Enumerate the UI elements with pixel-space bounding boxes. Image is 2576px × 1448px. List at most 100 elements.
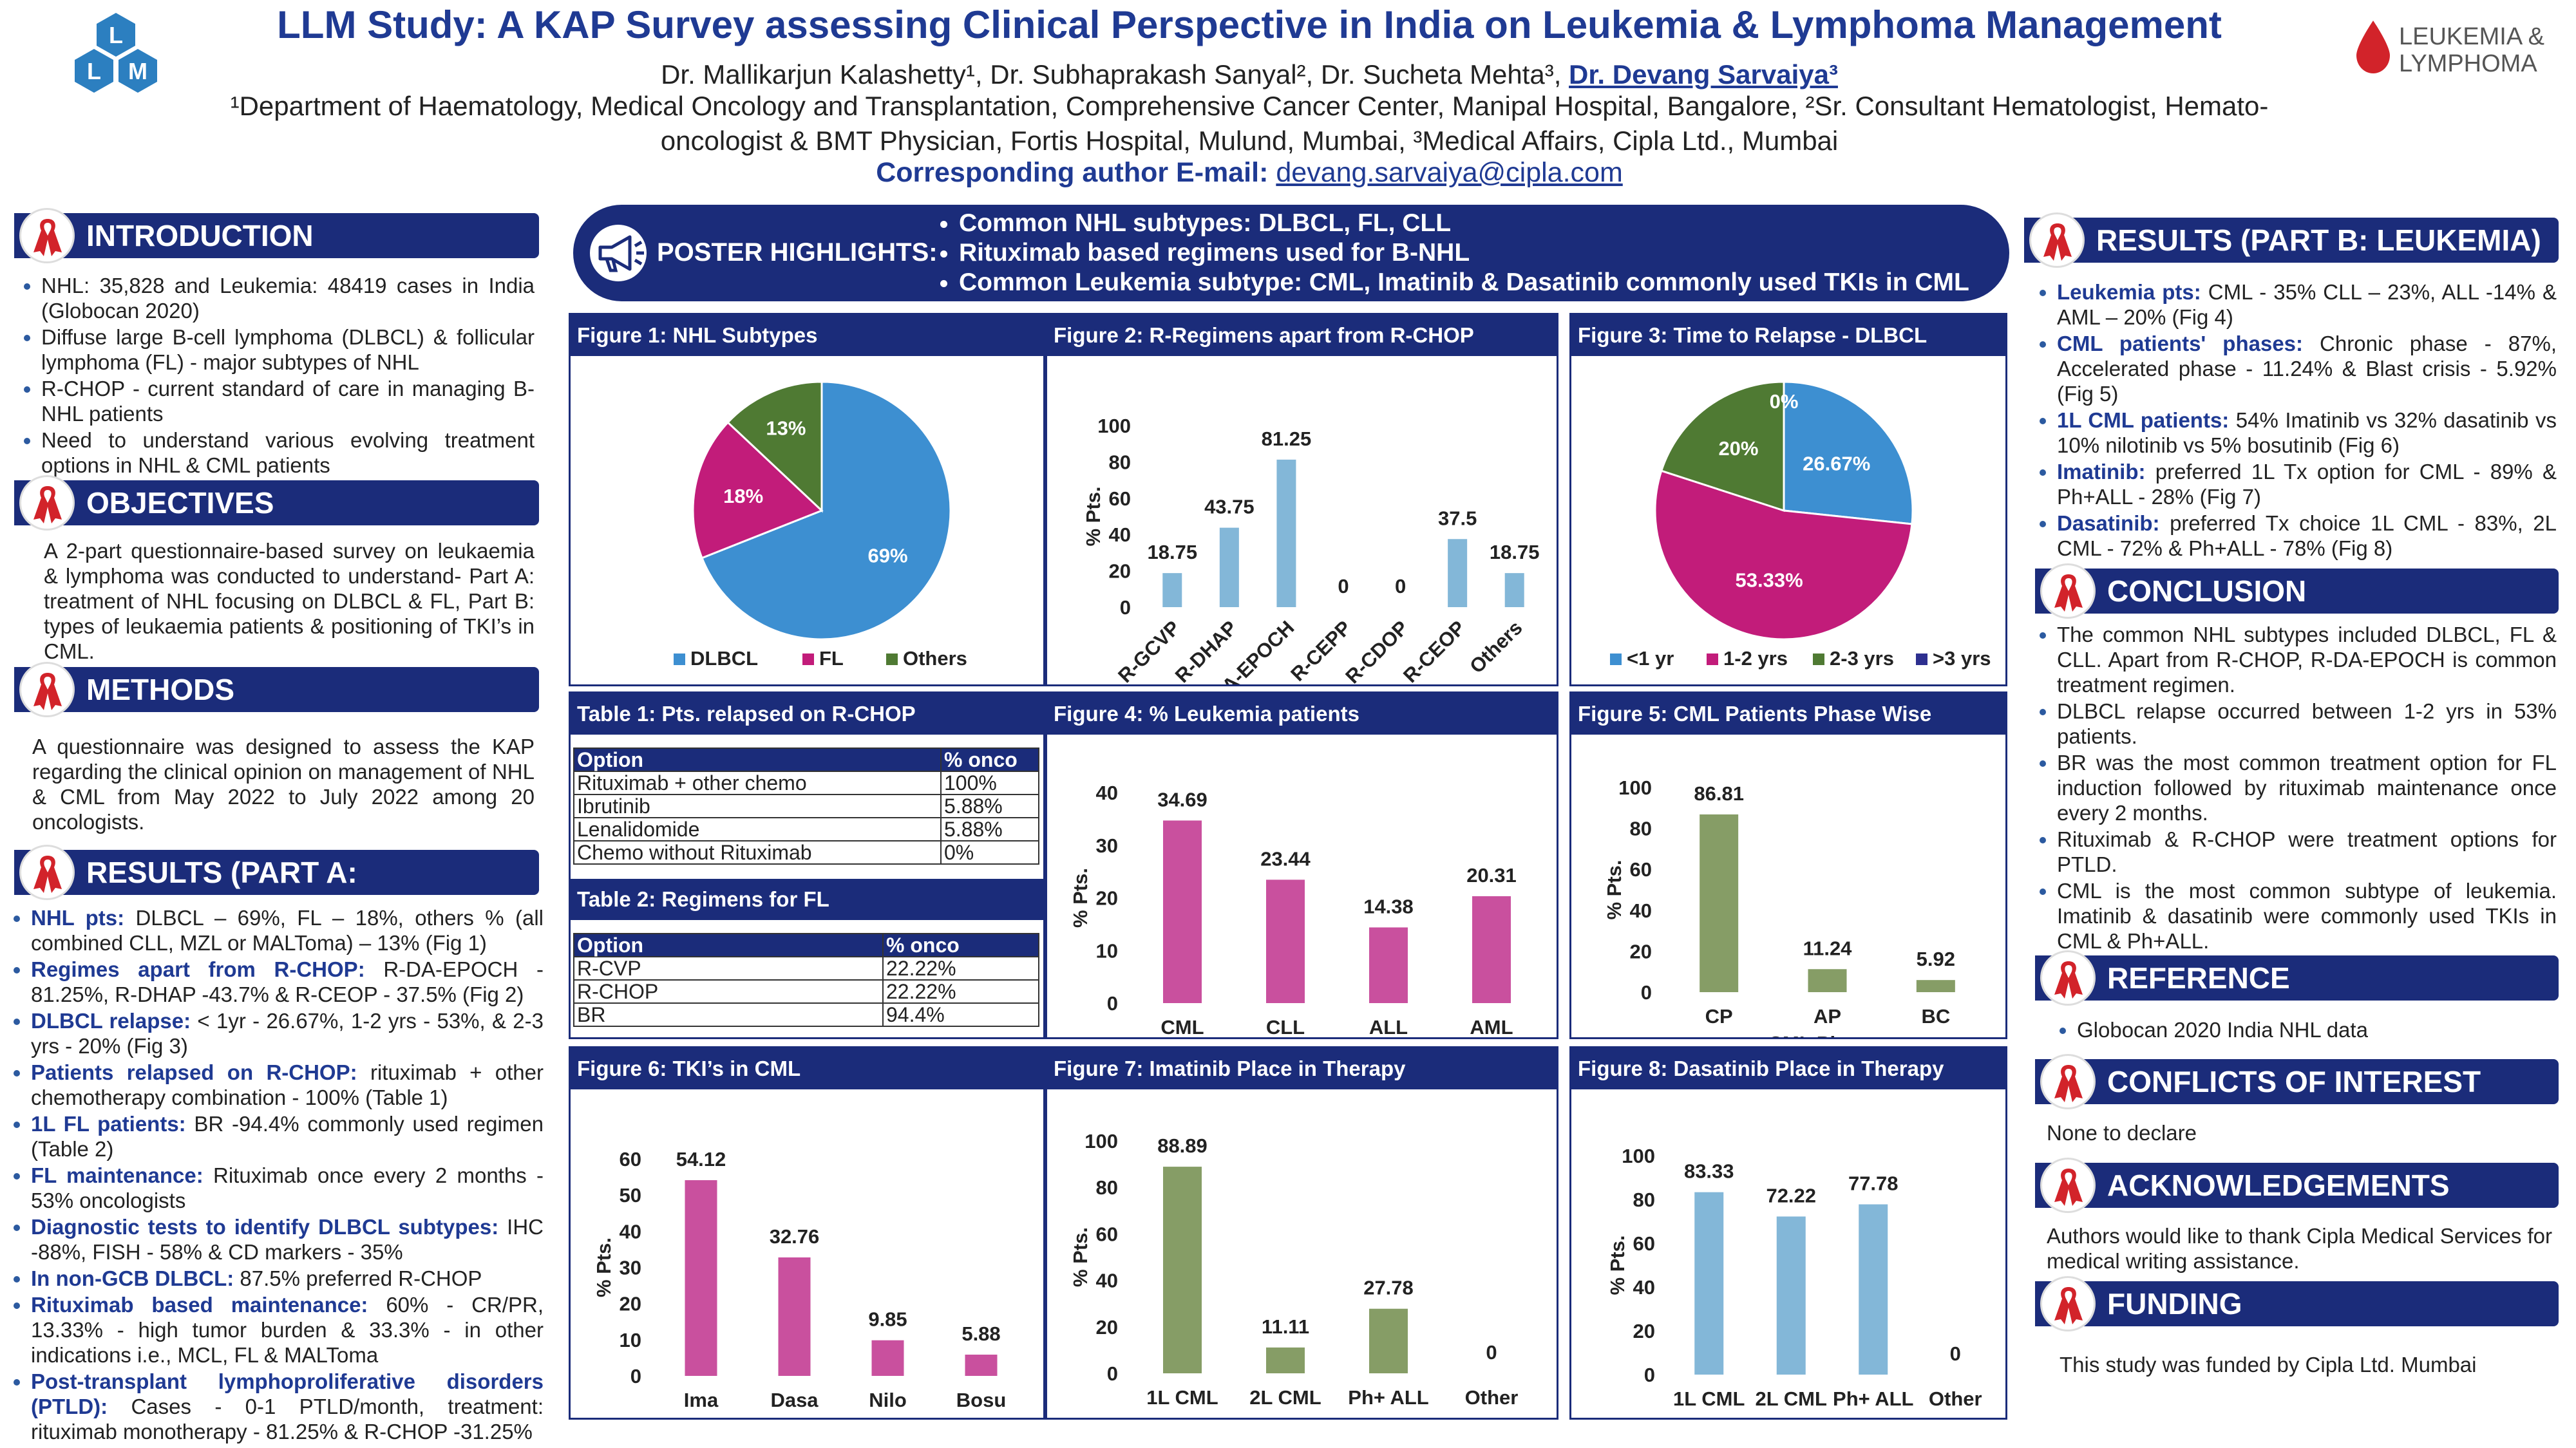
conclusion-body: The common NHL subtypes included DLBCL, …: [2035, 622, 2557, 955]
bar: [1369, 927, 1408, 1003]
highlight-item: Common NHL subtypes: DLBCL, FL, CLL: [959, 209, 1969, 238]
bar: [1776, 1216, 1806, 1375]
logo-letter-3: M: [128, 58, 147, 84]
results-b-item-text: Chronic phase - 87%, Accelerated phase -…: [2057, 332, 2557, 406]
data-label: 11.24: [1803, 937, 1853, 959]
y-tick-label: 20: [620, 1293, 641, 1315]
legend-swatch: [674, 653, 685, 665]
table-cell: R-CVP: [573, 956, 884, 981]
y-tick-label: 80: [1633, 1189, 1655, 1211]
data-label: 83.33: [1684, 1160, 1734, 1183]
acknowledgements-body: Authors would like to thank Cipla Medica…: [2047, 1224, 2553, 1273]
data-label: 86.81: [1694, 782, 1744, 805]
section-acknowledgements-header: ACKNOWLEDGEMENTS: [2035, 1158, 2559, 1213]
results-b-item-text: preferred 1L Tx option for CML - 89% & P…: [2057, 460, 2557, 509]
section-conflicts-header: CONFLICTS OF INTEREST: [2035, 1054, 2559, 1109]
figure-title: Figure 5: CML Patients Phase Wise: [1571, 693, 2005, 735]
pie-slice: [1660, 381, 1785, 512]
bar: [1162, 573, 1182, 607]
authors: Dr. Mallikarjun Kalashetty¹, Dr. Subhapr…: [193, 59, 2306, 90]
data-label: 5.92: [1917, 948, 1955, 970]
highlight-item: Rituximab based regimens used for B-NHL: [959, 238, 1969, 268]
legend-entry: Others: [903, 647, 967, 670]
results-a-item-text: rituximab + other chemotherapy combinati…: [31, 1060, 544, 1109]
results-b-item-lead: Dasatinib:: [2057, 511, 2160, 535]
y-tick-label: 40: [1630, 899, 1652, 922]
y-tick-label: 0: [630, 1365, 641, 1387]
data-label: 0: [1338, 575, 1349, 597]
figure-6-chart: 0 10 20 30 40 50 60 % Pts. 54.12 Ima 32.76 Dasa 9.85…: [592, 1148, 1006, 1411]
results-a-item-lead: Post-transplant lymphoproliferative diso…: [31, 1369, 544, 1418]
y-tick-label: 100: [1622, 1145, 1655, 1167]
table-cell: 0%: [940, 840, 1039, 865]
logo-letter-1: L: [109, 22, 123, 48]
x-tick-label: AP: [1814, 1005, 1841, 1028]
figure-5-chart: 0 20 40 60 80 100 % Pts. 86.81 CP 11.24 AP 5.92 BC CM…: [1603, 776, 1955, 1055]
data-label: 18.75: [1147, 541, 1197, 563]
x-tick-label: Ima: [684, 1389, 719, 1411]
table-cell: 22.22%: [882, 956, 1039, 981]
y-tick-label: 0: [1641, 981, 1652, 1004]
pie-label: 20%: [1718, 437, 1758, 460]
data-label: 32.76: [770, 1225, 820, 1248]
pie-label: 26.67%: [1803, 452, 1870, 475]
table-cell: R-CHOP: [573, 979, 884, 1004]
x-tick-label: 1L CML: [1673, 1387, 1745, 1410]
figure-8-chart: 0 20 40 60 80 100 % Pts. 83.33 1L CML 72.22 2L CML…: [1606, 1145, 1982, 1410]
y-tick-label: 10: [620, 1329, 641, 1351]
y-tick-label: 60: [620, 1148, 641, 1171]
pie-label: 0%: [1770, 390, 1799, 413]
corr-label: Corresponding author E-mail:: [876, 157, 1276, 188]
bar: [1808, 969, 1847, 992]
x-tick-label: 2L CML: [1756, 1387, 1827, 1410]
table-row: R-CHOP 22.22%: [573, 979, 1039, 1004]
section-conclusion-header: CONCLUSION: [2035, 563, 2559, 619]
y-tick-label: 0: [1107, 992, 1118, 1015]
table-cell: 94.4%: [882, 1002, 1039, 1027]
results-a-item: 1L FL patients: BR -94.4% commonly used …: [31, 1111, 544, 1161]
section-title: RESULTS (PART B: LEUKEMIA): [2096, 223, 2541, 257]
x-tick-label: 2L CML: [1249, 1386, 1321, 1409]
bar: [1266, 879, 1305, 1003]
table-header: % onco: [940, 748, 1039, 772]
corr-email-link[interactable]: devang.sarvaiya@cipla.com: [1276, 157, 1623, 188]
reference-body: Globocan 2020 India NHL data: [2045, 1017, 2553, 1044]
legend-swatch: [1707, 653, 1718, 665]
ribbon-icon: [33, 219, 62, 256]
results-b-item: 1L CML patients: 54% Imatinib vs 32% das…: [2057, 408, 2557, 458]
bar: [1163, 820, 1202, 1003]
data-label: 5.88: [961, 1322, 1000, 1345]
bar: [1504, 573, 1524, 607]
y-tick-label: 0: [1120, 596, 1131, 619]
y-tick-label: 80: [1630, 818, 1652, 840]
highlights-label: POSTER HIGHLIGHTS:: [657, 238, 938, 267]
section-title: CONFLICTS OF INTEREST: [2107, 1065, 2481, 1098]
y-tick-label: 60: [1630, 858, 1652, 881]
intro-item: NHL: 35,828 and Leukemia: 48419 cases in…: [41, 273, 535, 323]
y-tick-label: 100: [1097, 415, 1131, 437]
intro-item: Need to understand various evolving trea…: [41, 428, 535, 478]
results-a-item-text: IHC -88%, FISH - 58% & CD markers - 35%: [31, 1215, 544, 1264]
x-axis-label: CML Phases: [1768, 1032, 1887, 1037]
figure-4-panel: Figure 4: % Leukemia patients 0 10 20 30 40%…: [1045, 691, 1558, 1039]
ribbon-icon: [2054, 574, 2083, 612]
x-tick-label: CML: [1160, 1016, 1204, 1037]
section-title: CONCLUSION: [2107, 574, 2307, 608]
x-tick-label: Ph+ ALL: [1348, 1386, 1428, 1409]
logo-letter-2: L: [87, 58, 101, 84]
bar: [1859, 1204, 1888, 1375]
table-header: Option: [573, 933, 884, 957]
y-tick-label: 100: [1084, 1130, 1118, 1152]
results-a-item-text: Rituximab once every 2 months - 53% onco…: [31, 1163, 544, 1212]
results-a-item-text: DLBCL – 69%, FL – 18%, others % (all com…: [31, 906, 544, 955]
methods-body: A questionnaire was designed to assess t…: [32, 735, 535, 834]
section-objectives-header: OBJECTIVES: [14, 475, 539, 531]
objectives-body: A 2-part questionnaire-based survey on l…: [44, 539, 535, 663]
y-tick-label: 20: [1096, 887, 1118, 910]
results-b-item-lead: 1L CML patients:: [2057, 408, 2230, 432]
figure-title: Figure 2: R-Regimens apart from R-CHOP: [1047, 315, 1557, 356]
figure-3-panel: Figure 3: Time to Relapse - DLBCL 26.67%…: [1569, 313, 2007, 686]
section-results-a-header: RESULTS (PART A: LYMPHOMA): [14, 845, 539, 934]
y-tick-label: 0: [1107, 1362, 1118, 1385]
results-a-body: NHL pts: DLBCL – 69%, FL – 18%, others %…: [9, 905, 544, 1445]
